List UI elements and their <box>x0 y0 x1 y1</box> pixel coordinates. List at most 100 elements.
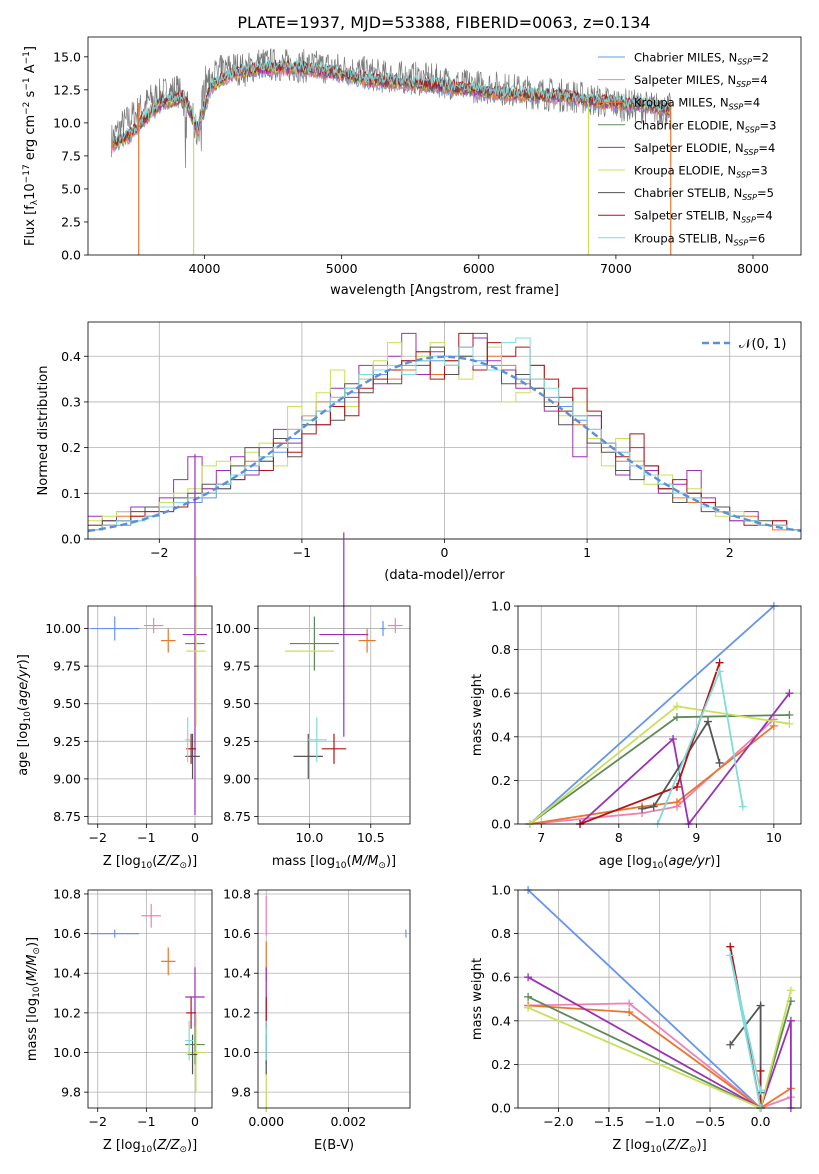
residuals-ytick-label: 0.4 <box>61 349 81 364</box>
mass_vs_Z-xlabel: Z [log10(Z/Z⊙)] <box>103 1138 197 1155</box>
age_vs_mass-axes: 10.0 10.5 8.75 9.00 9.25 9.50 9.75 10.00 <box>215 532 410 845</box>
legend-label-1: Salpeter MILES, NSSP=4 <box>634 73 768 89</box>
weight_vs_Z-xtick-label: 0.0 <box>751 1114 771 1129</box>
spectrum-xtick-label: 5000 <box>326 261 358 276</box>
weight_vs_Z-ytick-label: 0.8 <box>491 926 511 941</box>
weight_vs_age-marker <box>672 782 681 791</box>
weight_vs_age-axes: 7 8 9 10 0.0 0.2 0.4 0.6 0.8 1.0 <box>491 599 801 845</box>
mass_vs_ebv-ytick-label: 10.6 <box>223 926 251 941</box>
age_vs_Z-xlabel: Z [log10(Z/Z⊙)] <box>103 854 197 871</box>
weight_vs_Z-xtick-label: −1.5 <box>594 1114 624 1129</box>
weight_vs_age-marker <box>785 711 794 719</box>
age_vs_Z-xtick-label: 0 <box>191 830 199 845</box>
spectrum-xlabel: wavelength [Angstrom, rest frame] <box>330 283 559 298</box>
residuals-xtick-label: 1 <box>583 545 591 560</box>
weight_vs_age-ylabel: mass weight <box>470 674 485 756</box>
weight_vs_Z-ytick-label: 0.0 <box>491 1101 511 1116</box>
residuals-frame <box>87 321 802 540</box>
legend-label-5: Kroupa ELODIE, NSSP=3 <box>634 164 768 180</box>
spectrum-ytick-label: 15.0 <box>53 49 81 64</box>
mass_vs_Z-ytick-label: 10.4 <box>53 966 81 981</box>
weight_vs_Z-ytick-label: 0.6 <box>491 970 511 985</box>
age_vs_mass-ytick-label: 9.75 <box>223 659 251 674</box>
spectrum-ytick-label: 7.5 <box>61 148 81 163</box>
weight_vs_Z-line-2 <box>528 1004 792 1110</box>
mass_vs_Z-ytick-label: 10.8 <box>53 886 81 901</box>
mass_vs_ebv-xlabel: E(B-V) <box>314 1138 354 1153</box>
mass_vs_Z-xtick-label: 0 <box>191 1114 199 1129</box>
mass_vs_Z-ylabel: mass [log10(M/M⊙)] <box>25 937 42 1061</box>
weight_vs_Z-marker <box>524 992 533 1001</box>
spectrum-model-line-8 <box>115 57 671 143</box>
weight_vs_Z-ylabel: mass weight <box>470 958 485 1040</box>
spectrum-ytick-label: 0.0 <box>61 248 81 263</box>
mass_vs_ebv-ytick-label: 10.2 <box>223 1005 251 1020</box>
spectrum-ytick-label: 5.0 <box>61 181 81 196</box>
weight_vs_Z-frame <box>517 889 802 1109</box>
age_vs_mass-points <box>284 532 403 779</box>
weight_vs_age-ytick-label: 0.2 <box>491 773 511 788</box>
age_vs_Z-ytick-label: 9.50 <box>53 696 81 711</box>
spectrum-legend: Chabrier MILES, NSSP=2 Salpeter MILES, NS… <box>598 51 776 247</box>
legend-label-2: Kroupa MILES, NSSP=4 <box>634 96 760 112</box>
residuals-ytick-label: 0.0 <box>61 532 81 547</box>
weight_vs_age-marker <box>715 758 724 767</box>
legend-label-0: Chabrier MILES, NSSP=2 <box>634 51 769 67</box>
weight_vs_Z-marker <box>625 999 634 1008</box>
weight_vs_age-xlabel: age [log10(age/yr)] <box>599 854 721 871</box>
age_vs_mass-plot-area <box>258 606 410 824</box>
age_vs_mass-xtick-label: 10.5 <box>357 830 385 845</box>
mass_vs_ebv-ytick-label: 10.0 <box>223 1045 251 1060</box>
weight_vs_age-ytick-label: 0.0 <box>491 817 511 832</box>
weight_vs_Z-marker <box>756 1086 765 1095</box>
weight_vs_age-marker <box>715 658 724 667</box>
age_vs_Z-xtick-label: −2 <box>89 830 107 845</box>
residuals-ylabel: Normed distribution <box>36 366 51 496</box>
weight_vs_age-ytick-label: 0.6 <box>491 686 511 701</box>
mass_vs_Z-points <box>90 903 206 1093</box>
weight_vs_age-xtick-label: 9 <box>692 830 700 845</box>
age_vs_Z-ytick-label: 9.75 <box>53 659 81 674</box>
weight_vs_age-xtick-label: 7 <box>537 830 545 845</box>
residuals-xtick-label: 0 <box>441 545 449 560</box>
residuals-axes: −2 −1 0 1 2 0.0 0.1 0.2 0.3 0.4 <box>61 322 802 560</box>
age_vs_mass-ytick-label: 9.50 <box>223 696 251 711</box>
weight_vs_Z-marker <box>726 1040 735 1049</box>
weight_vs_age-ytick-label: 1.0 <box>491 599 511 614</box>
residuals-xtick-label: 2 <box>726 545 734 560</box>
residuals-normal-curve <box>87 355 802 533</box>
mass_vs_ebv-axes: 0.000 0.002 9.8 10.0 10.2 10.4 10.6 10.8 <box>223 886 410 1129</box>
weight_vs_age-marker <box>649 802 658 811</box>
age_vs_Z-frame <box>87 605 213 825</box>
weight_vs_Z-marker <box>625 1008 634 1017</box>
weight_vs_Z-ytick-label: 0.2 <box>491 1057 511 1072</box>
weight_vs_Z-line-1 <box>528 1002 792 1110</box>
age_vs_mass-xlabel: mass [log10(M/M⊙)] <box>272 854 396 871</box>
mass_vs_ebv-ytick-label: 9.8 <box>231 1085 251 1100</box>
weight_vs_Z-marker <box>786 986 795 995</box>
residuals-hist-6 <box>88 337 801 531</box>
mass_vs_Z-plot-area <box>88 890 212 1108</box>
legend-label-6: Chabrier STELIB, NSSP=5 <box>634 186 774 202</box>
weight_vs_age-line-4 <box>579 692 791 827</box>
age_vs_mass-ytick-label: 9.25 <box>223 734 251 749</box>
mass_vs_Z-ytick-label: 10.2 <box>53 1005 81 1020</box>
mass_vs_Z-axes: −2 −1 0 9.8 10.0 10.2 10.4 10.6 10.8 <box>53 886 212 1129</box>
mass_vs_Z-frame <box>87 889 213 1109</box>
legend-label-3: Chabrier ELODIE, NSSP=3 <box>634 118 776 134</box>
weight_vs_age-lines <box>525 602 794 828</box>
weight_vs_Z-marker <box>524 973 533 982</box>
weight_vs_age-marker <box>769 721 778 730</box>
weight_vs_Z-line-0 <box>527 889 762 1109</box>
spectrum-xtick-label: 4000 <box>189 261 221 276</box>
age_vs_mass-frame <box>257 605 411 825</box>
weight_vs_age-line-0 <box>529 605 775 825</box>
age_vs_Z-ylabel: age [log10(age/yr)] <box>16 654 33 776</box>
age_vs_Z-points <box>90 454 208 815</box>
weight_vs_age-marker <box>703 717 712 726</box>
legend-label-8: Kroupa STELIB, NSSP=6 <box>634 231 765 247</box>
weight_vs_Z-marker <box>524 1003 533 1012</box>
mass_vs_Z-ytick-label: 10.6 <box>53 926 81 941</box>
weight_vs_Z-marker <box>756 1001 765 1010</box>
